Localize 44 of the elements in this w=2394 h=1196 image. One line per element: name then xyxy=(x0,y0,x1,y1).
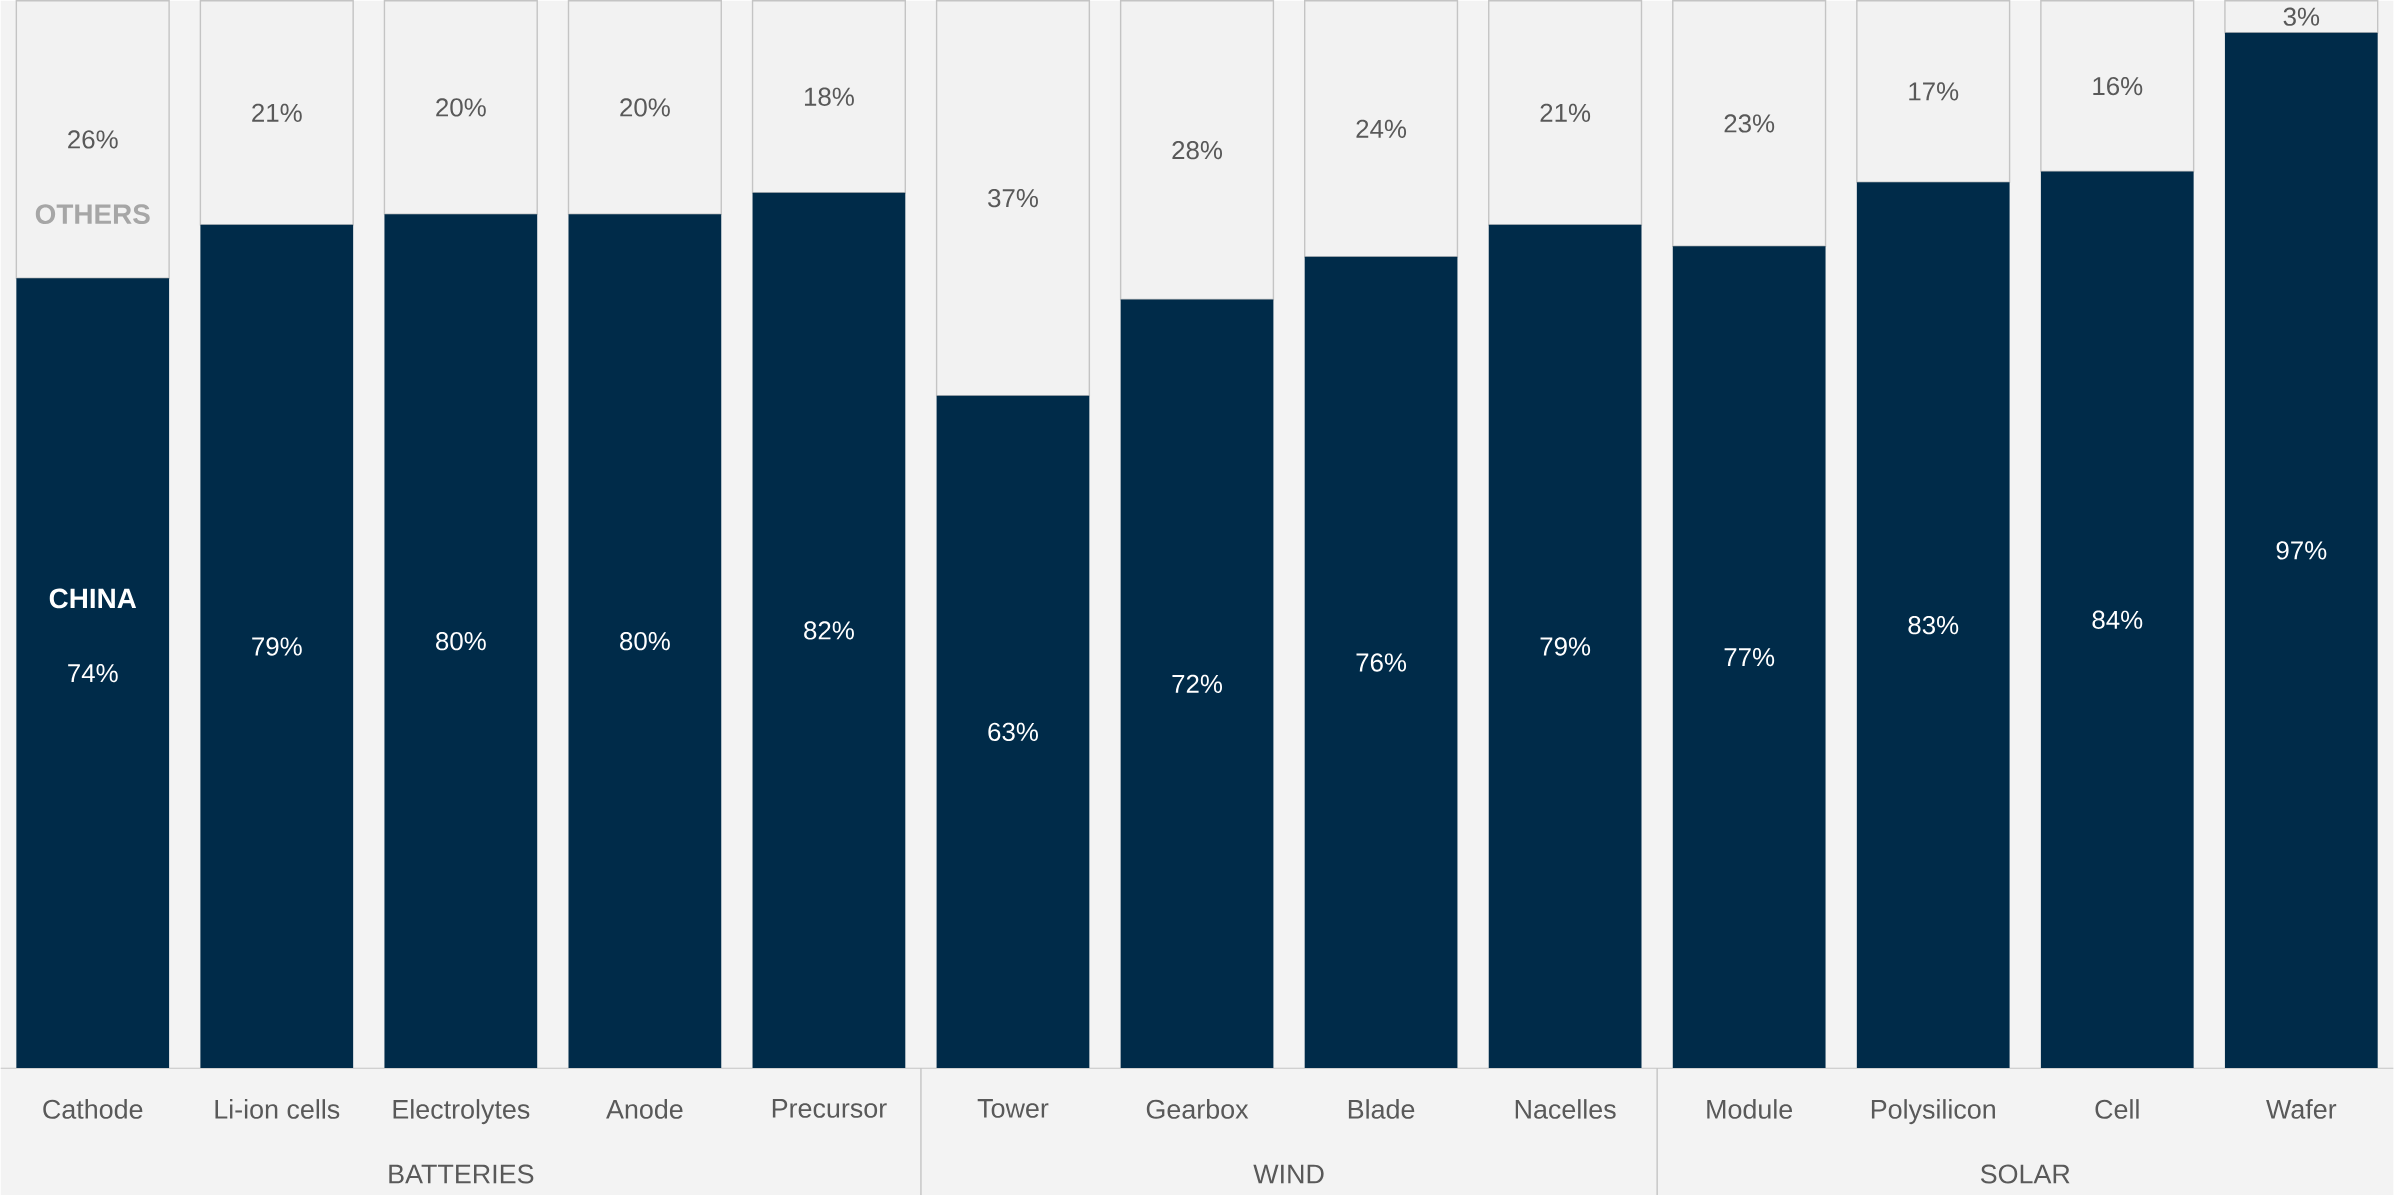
x-tick-label: Cathode xyxy=(43,1099,143,1119)
x-tick-label: Tower xyxy=(977,1099,1049,1118)
data-label: 23% xyxy=(1724,114,1775,133)
data-label: 77% xyxy=(1724,648,1775,667)
data-label: 26% xyxy=(68,130,118,149)
data-label: 20% xyxy=(436,98,486,117)
data-label: 28% xyxy=(1172,141,1223,160)
x-tick-label: Cell xyxy=(2095,1099,2139,1119)
data-label: 83% xyxy=(1908,616,1959,635)
data-label: 21% xyxy=(252,103,302,123)
x-tick-label: Precursor xyxy=(772,1099,887,1118)
data-label: 16% xyxy=(2093,77,2143,96)
x-tick-label: Wafer xyxy=(2266,1099,2337,1119)
text: WIND xyxy=(1253,1164,1324,1184)
data-label: 72% xyxy=(1172,674,1223,694)
text: BATTERIES xyxy=(389,1164,534,1184)
data-label: 24% xyxy=(1356,119,1407,139)
x-tick-label: Electrolytes xyxy=(393,1099,530,1125)
data-label: 17% xyxy=(1909,82,1959,101)
data-label: 21% xyxy=(1540,103,1591,123)
x-tick-label: Gearbox xyxy=(1146,1099,1249,1119)
data-label: 97% xyxy=(2276,541,2327,560)
x-tick-label: Module xyxy=(1707,1099,1793,1119)
series-label: OTHERS xyxy=(35,204,150,225)
data-label: 82% xyxy=(804,621,854,640)
data-label: 20% xyxy=(620,98,670,117)
data-label: 80% xyxy=(436,632,486,651)
data-label: 76% xyxy=(1356,653,1407,672)
text: SOLAR xyxy=(1980,1164,2070,1184)
x-tick-label: Li-ion cells xyxy=(215,1099,340,1119)
x-tick-label: Polysilicon xyxy=(1871,1099,1995,1125)
data-label: 3% xyxy=(2283,7,2320,26)
data-label: 79% xyxy=(252,637,302,656)
data-label: 63% xyxy=(988,722,1038,742)
data-label: 74% xyxy=(68,664,118,683)
series-label: CHINA xyxy=(49,588,137,609)
x-tick-label: Nacelles xyxy=(1515,1099,1616,1119)
data-label: 84% xyxy=(2092,610,2143,630)
x-tick-label: Anode xyxy=(606,1099,683,1119)
x-tick-label: Blade xyxy=(1348,1099,1415,1119)
data-label: 37% xyxy=(988,189,1038,208)
data-label: 79% xyxy=(1540,637,1591,656)
data-label: 80% xyxy=(620,632,670,651)
data-label: 18% xyxy=(804,87,854,107)
